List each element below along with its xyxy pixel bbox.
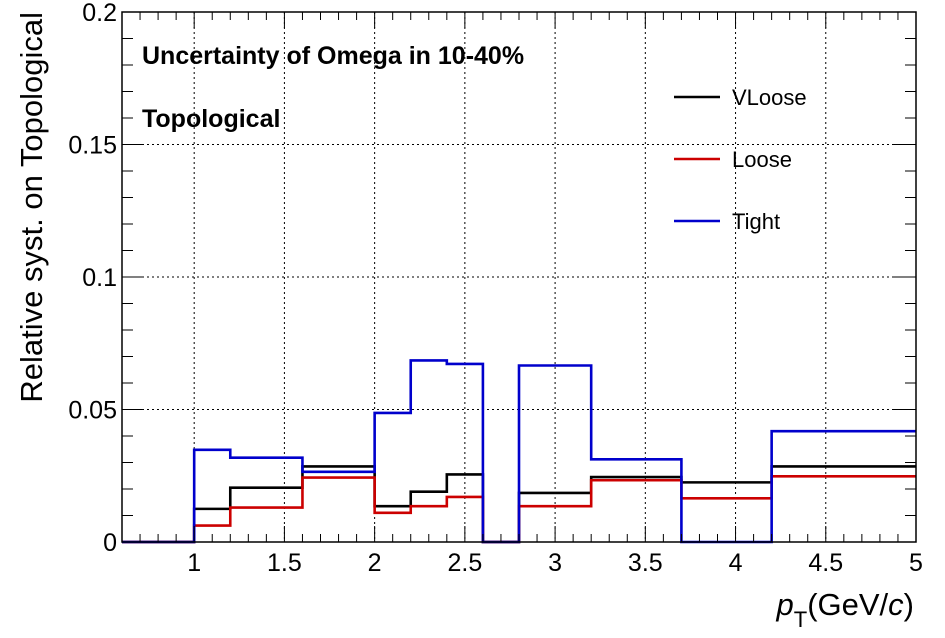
- x-tick-label: 4.5: [808, 549, 843, 577]
- x-axis-title-unit: (GeV/: [807, 587, 888, 622]
- x-axis-title-close: ): [904, 587, 914, 622]
- x-tick-label: 2.5: [447, 549, 482, 577]
- legend-label-vloose: VLoose: [732, 85, 807, 110]
- x-axis-title: pT(GeV/c): [776, 587, 915, 632]
- x-axis-title-c: c: [888, 587, 904, 622]
- x-axis-title-p: p: [776, 587, 794, 622]
- series-line-tight: [122, 359, 916, 544]
- y-tick-label: 0.2: [82, 0, 117, 27]
- annotation-subtitle: Topological: [142, 105, 280, 133]
- x-tick-label: 3.5: [628, 549, 663, 577]
- legend-label-tight: Tight: [732, 209, 780, 234]
- y-tick-label: 0.15: [68, 132, 117, 160]
- y-axis-title: Relative syst. on Topological: [14, 12, 49, 403]
- x-tick-label: 4: [729, 549, 743, 577]
- legend-label-loose: Loose: [732, 147, 792, 172]
- x-tick-label: 3: [548, 549, 562, 577]
- x-axis-title-sub: T: [794, 607, 807, 632]
- annotation-title: Uncertainty of Omega in 10-40%: [142, 42, 524, 70]
- y-tick-label: 0.1: [82, 264, 117, 292]
- axis-ticks: [121, 11, 917, 543]
- x-tick-label: 1: [187, 549, 201, 577]
- x-tick-label: 1.5: [267, 549, 302, 577]
- y-tick-label: 0.05: [68, 397, 117, 425]
- y-tick-labels: 0 0.05 0.1 0.15 0.2: [68, 0, 117, 557]
- series-lines: [122, 359, 916, 544]
- x-tick-label: 2: [368, 549, 382, 577]
- x-tick-labels: 1 1.5 2 2.5 3 3.5 4 4.5 5: [187, 549, 923, 577]
- y-tick-label: 0: [103, 529, 117, 557]
- x-tick-label: 5: [909, 549, 923, 577]
- legend: VLoose Loose Tight: [674, 85, 807, 234]
